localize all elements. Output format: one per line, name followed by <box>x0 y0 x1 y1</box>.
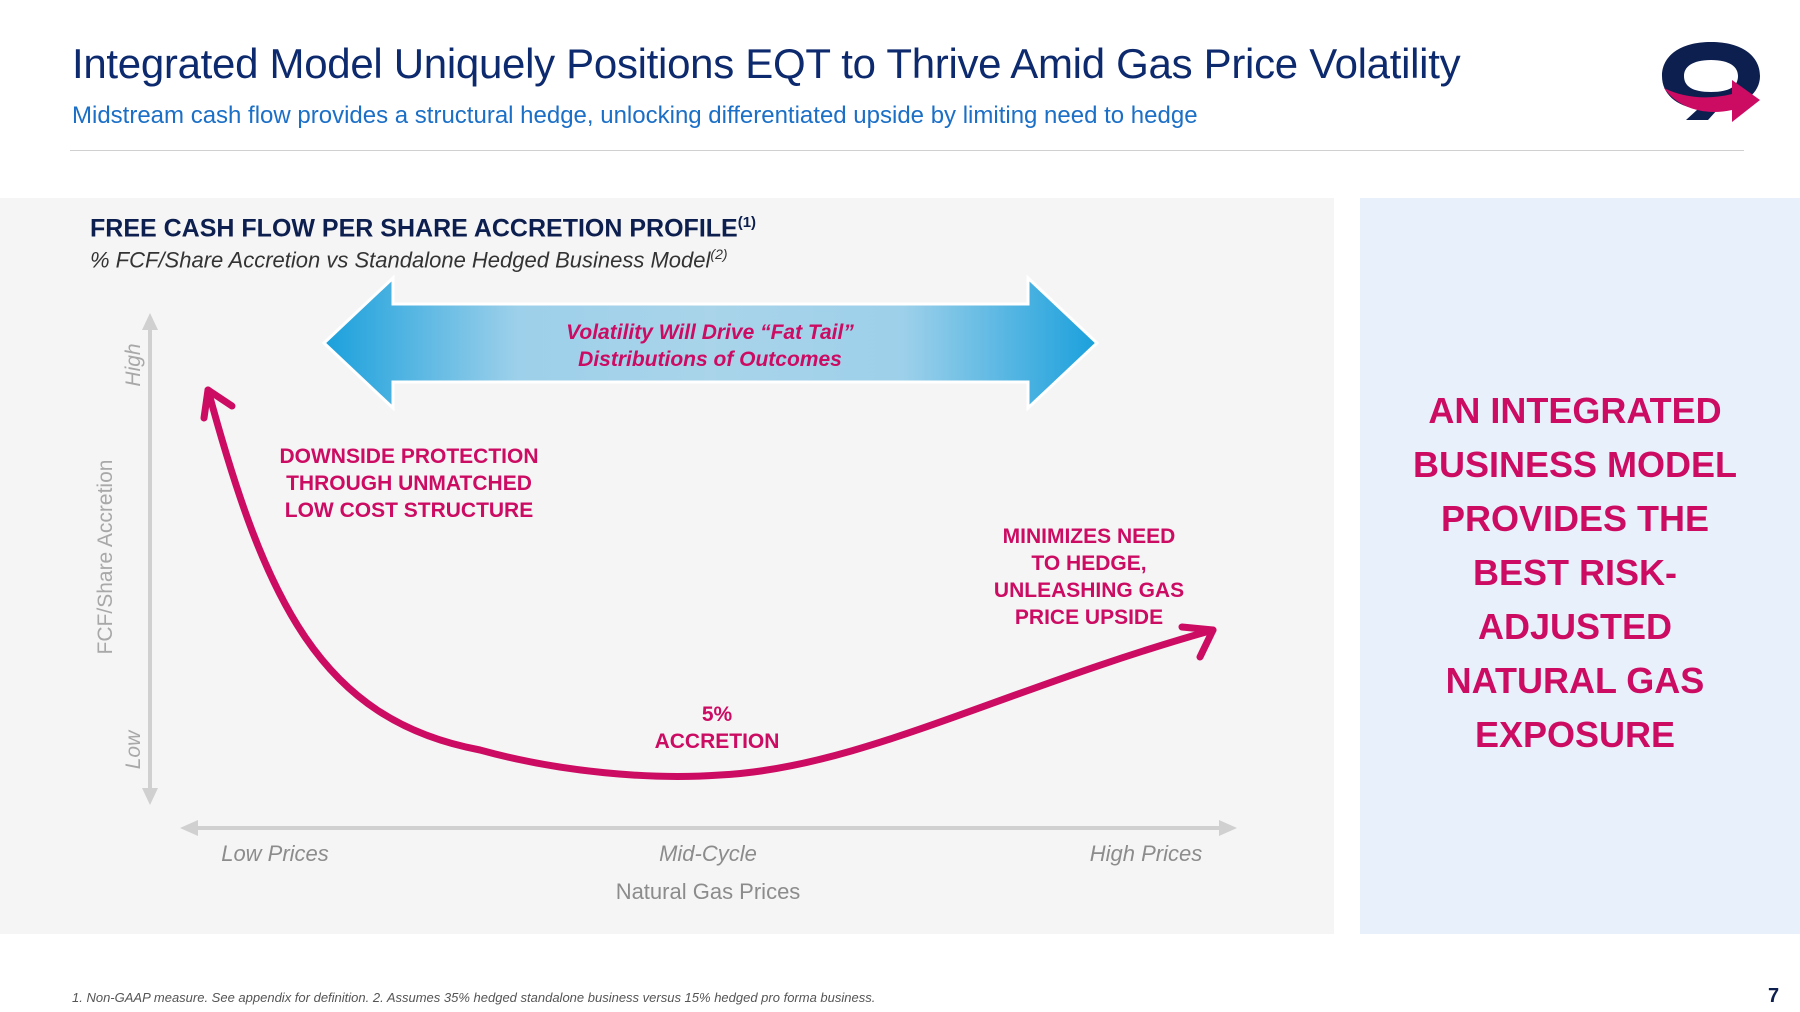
curve-arrowhead-right <box>1178 623 1217 661</box>
upside-label-line-4: PRICE UPSIDE <box>1015 606 1163 629</box>
x-tick-mid-cycle: Mid-Cycle <box>659 841 757 866</box>
key-message: AN INTEGRATED BUSINESS MODEL PROVIDES TH… <box>1380 384 1770 762</box>
volatility-double-arrow <box>321 274 1100 412</box>
page-subtitle: Midstream cash flow provides a structura… <box>72 102 1198 129</box>
y-tick-low: Low <box>122 729 145 769</box>
key-message-line: BUSINESS MODEL <box>1412 444 1738 485</box>
downside-label-line-2: THROUGH UNMATCHED <box>286 472 532 495</box>
accretion-curve <box>200 386 1217 780</box>
key-message-line: EXPOSURE <box>1474 714 1676 755</box>
volatility-banner-line-1: Volatility Will Drive “Fat Tail” <box>566 321 854 344</box>
eqt-logo-icon <box>1662 42 1760 122</box>
chart-subtitle: % FCF/Share Accretion vs Standalone Hedg… <box>90 246 728 273</box>
accretion-label-text: ACCRETION <box>655 730 780 753</box>
y-tick-high: High <box>122 343 145 386</box>
key-message-line: PROVIDES THE <box>1440 498 1710 539</box>
downside-label-line-3: LOW COST STRUCTURE <box>285 499 533 522</box>
y-axis-label: FCF/Share Accretion <box>94 460 117 655</box>
downside-label-line-1: DOWNSIDE PROTECTION <box>279 445 538 468</box>
upside-label-line-1: MINIMIZES NEED <box>1003 525 1176 548</box>
header-divider <box>70 150 1744 151</box>
x-tick-high-prices: High Prices <box>1090 841 1202 866</box>
page-number: 7 <box>1768 985 1780 1007</box>
upside-label-line-2: TO HEDGE, <box>1031 552 1146 575</box>
volatility-banner-line-2: Distributions of Outcomes <box>578 348 842 371</box>
key-message-panel <box>1360 198 1800 934</box>
key-message-line: NATURAL GAS <box>1445 660 1705 701</box>
key-message-line: ADJUSTED <box>1477 606 1673 647</box>
footnote: 1. Non-GAAP measure. See appendix for de… <box>72 990 876 1005</box>
key-message-line: AN INTEGRATED <box>1428 390 1722 431</box>
accretion-label-value: 5% <box>702 703 733 726</box>
x-axis-label: Natural Gas Prices <box>616 879 801 904</box>
x-tick-low-prices: Low Prices <box>221 841 329 866</box>
x-axis <box>180 820 1237 836</box>
page-title: Integrated Model Uniquely Positions EQT … <box>72 40 1461 87</box>
upside-label-line-3: UNLEASHING GAS <box>994 579 1184 602</box>
curve-arrowhead-left <box>200 386 236 422</box>
y-axis <box>142 313 158 805</box>
key-message-line: BEST RISK- <box>1472 552 1677 593</box>
chart-title: FREE CASH FLOW PER SHARE ACCRETION PROFI… <box>90 214 757 243</box>
